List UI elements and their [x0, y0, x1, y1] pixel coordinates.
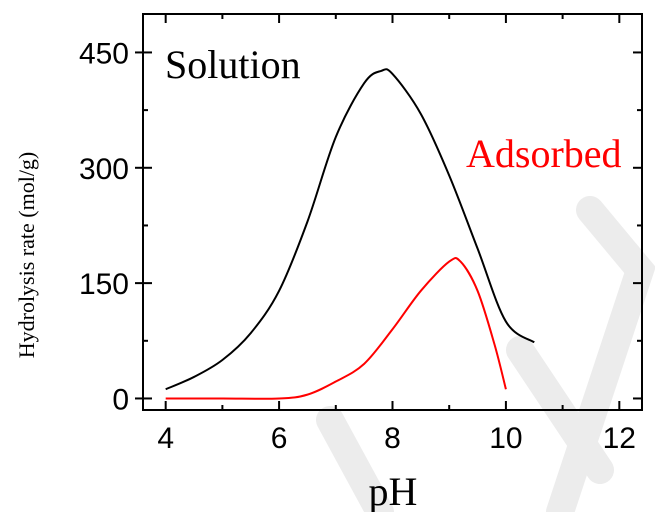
series-label-adsorbed: Adsorbed	[466, 131, 622, 176]
series-line-adsorbed	[165, 256, 507, 400]
axes: 4 6 8 10 12 0 150 300 450	[79, 13, 643, 455]
series-layer	[165, 68, 535, 400]
x-tick-label: 12	[603, 422, 636, 455]
watermark	[316, 196, 655, 512]
y-tick-label: 150	[79, 268, 129, 301]
y-tick-label: 300	[79, 153, 129, 186]
x-tick-label: 10	[489, 422, 522, 455]
y-tick-label: 0	[112, 383, 129, 416]
series-label-solution: Solution	[165, 42, 301, 87]
x-axis-title: pH	[369, 469, 418, 512]
y-tick-label: 450	[79, 37, 129, 70]
x-tick-label: 4	[157, 422, 174, 455]
series-line-solution	[165, 68, 535, 391]
x-tick-label: 6	[271, 422, 288, 455]
y-axis-title: Hydrolysis rate (mol/g)	[14, 152, 39, 359]
x-tick-label: 8	[384, 422, 401, 455]
